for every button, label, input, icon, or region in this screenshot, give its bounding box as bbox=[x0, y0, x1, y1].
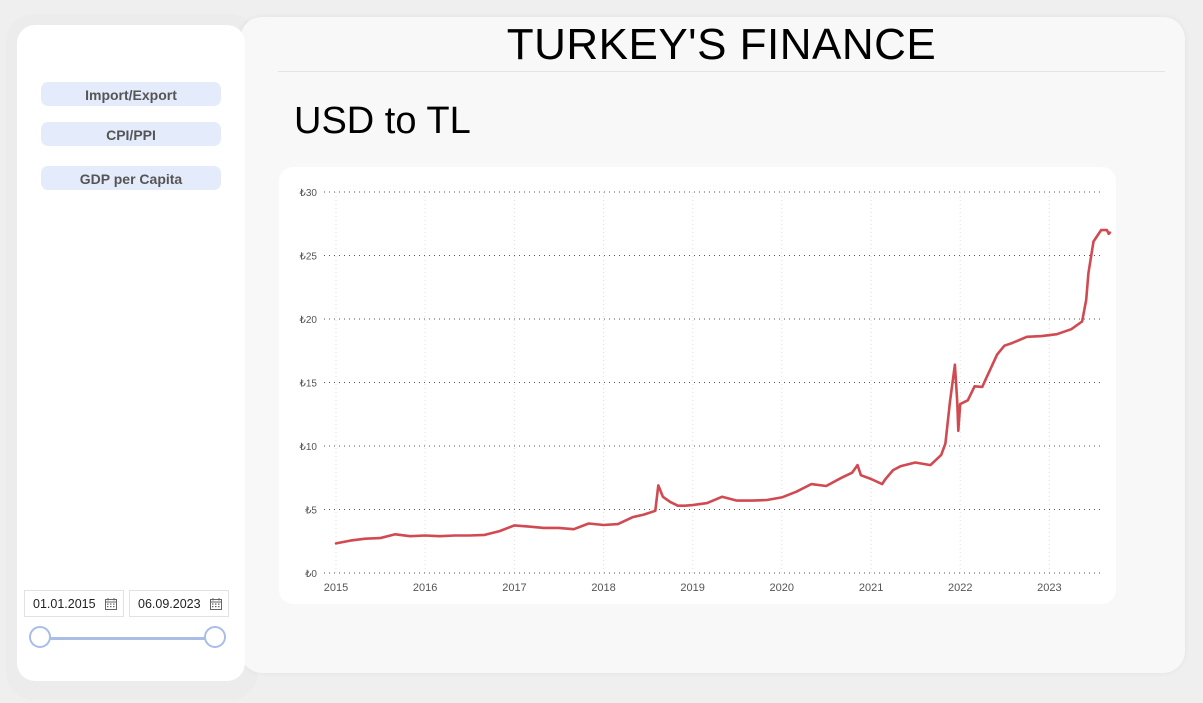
x-tick-label: 2022 bbox=[948, 582, 972, 594]
date-range-end-handle[interactable] bbox=[204, 626, 226, 648]
y-tick-label: ₺15 bbox=[300, 379, 318, 390]
x-tick-label: 2020 bbox=[770, 582, 794, 594]
nav-import-export-button[interactable]: Import/Export bbox=[41, 82, 221, 106]
y-tick-label: ₺0 bbox=[305, 569, 317, 580]
y-tick-label: ₺20 bbox=[300, 315, 318, 326]
x-tick-label: 2021 bbox=[859, 582, 883, 594]
x-tick-label: 2023 bbox=[1037, 582, 1061, 594]
x-tick-label: 2016 bbox=[413, 582, 437, 594]
y-tick-label: ₺5 bbox=[305, 506, 317, 517]
chart-title: USD to TL bbox=[294, 100, 471, 142]
calendar-icon[interactable] bbox=[105, 598, 117, 610]
start-date-value: 01.01.2015 bbox=[33, 596, 96, 611]
end-date-value: 06.09.2023 bbox=[138, 596, 201, 611]
sidebar: Import/Export CPI/PPI GDP per Capita 01.… bbox=[17, 25, 245, 681]
nav-cpi-ppi-button[interactable]: CPI/PPI bbox=[41, 122, 221, 146]
calendar-icon[interactable] bbox=[210, 598, 222, 610]
x-tick-label: 2017 bbox=[502, 582, 526, 594]
x-tick-label: 2015 bbox=[324, 582, 348, 594]
page-title: TURKEY'S FINANCE bbox=[506, 20, 937, 69]
y-tick-label: ₺10 bbox=[300, 442, 318, 453]
usd-tl-line-chart: 2015 2016 2017 2018 2019 2020 2021 2022 2023 ₺0 ₺5… bbox=[300, 188, 1112, 594]
y-tick-label: ₺30 bbox=[300, 188, 318, 199]
chart-card: 2015 2016 2017 2018 2019 2020 2021 2022 2023 ₺0 ₺5… bbox=[279, 167, 1116, 604]
date-range-slider-track[interactable] bbox=[41, 637, 215, 640]
date-range-start-handle[interactable] bbox=[29, 626, 51, 648]
title-divider bbox=[278, 71, 1165, 72]
end-date-input[interactable]: 06.09.2023 bbox=[129, 590, 229, 617]
series-line bbox=[334, 228, 1112, 545]
y-tick-label: ₺25 bbox=[300, 252, 318, 263]
x-tick-label: 2019 bbox=[680, 582, 704, 594]
start-date-input[interactable]: 01.01.2015 bbox=[24, 590, 124, 617]
x-tick-label: 2018 bbox=[591, 582, 615, 594]
nav-gdp-per-capita-button[interactable]: GDP per Capita bbox=[41, 166, 221, 190]
